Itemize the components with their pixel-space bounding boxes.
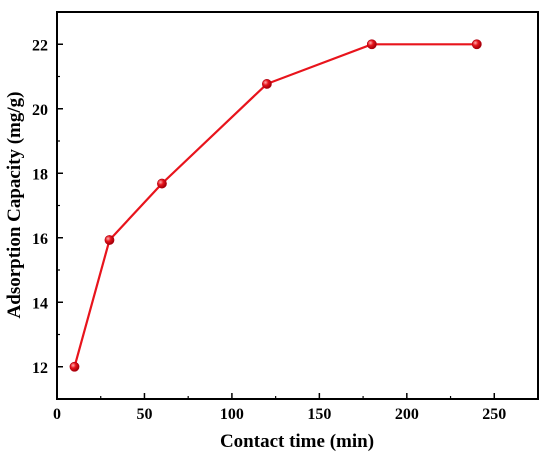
x-tick-label: 250 xyxy=(482,406,506,423)
data-point xyxy=(157,178,167,189)
x-tick-label: 100 xyxy=(220,406,244,423)
y-tick-label: 14 xyxy=(32,295,48,312)
x-tick-label: 50 xyxy=(136,406,152,423)
x-axis-title: Contact time (min) xyxy=(220,431,374,452)
x-tick-label: 200 xyxy=(395,406,419,423)
data-point xyxy=(366,39,377,50)
x-tick-label: 0 xyxy=(53,406,61,423)
x-tick-label: 150 xyxy=(307,406,331,423)
data-point xyxy=(261,79,272,89)
series-layer xyxy=(69,39,482,372)
y-axis-title: Adsorption Capacity (mg/g) xyxy=(4,92,25,319)
y-tick-label: 16 xyxy=(32,231,48,248)
y-tick-label: 22 xyxy=(32,37,48,54)
data-point xyxy=(471,39,482,50)
data-point xyxy=(104,235,115,245)
plot-frame xyxy=(56,11,539,400)
axes-layer: 0 50 100 150 200 250 12 14 16 18 20 22 xyxy=(32,11,506,423)
series-line xyxy=(73,43,477,368)
y-tick-label: 12 xyxy=(32,360,48,377)
y-tick-label: 18 xyxy=(32,166,48,183)
y-tick-label: 20 xyxy=(32,102,48,119)
data-point xyxy=(69,361,80,372)
